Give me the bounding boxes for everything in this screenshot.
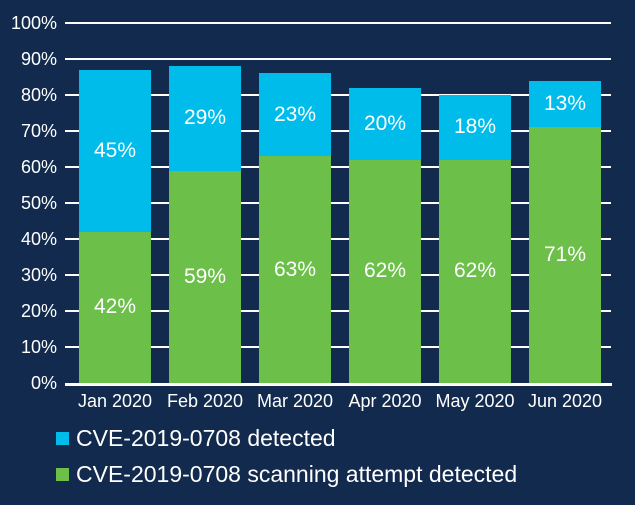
bar-segment: 23% <box>259 73 331 157</box>
bar-segment: 45% <box>79 69 151 232</box>
bar-value-label: 29% <box>183 106 227 130</box>
gridline-30 <box>65 274 611 276</box>
bar-segment: 42% <box>79 231 151 383</box>
y-tick-label: 80% <box>20 85 57 105</box>
gridline-40 <box>65 238 611 240</box>
bar-jun-2020: 13% 71% <box>529 80 601 383</box>
bar-value-label: 63% <box>273 257 317 281</box>
bar-may-2020: 18% 62% <box>439 95 511 383</box>
bar-segment: 29% <box>169 66 241 171</box>
gridline-60 <box>65 166 611 168</box>
bar-jan-2020: 45% 42% <box>79 69 151 383</box>
gridline-10 <box>65 346 611 348</box>
x-axis-label: Apr 2020 <box>348 391 422 411</box>
bar-value-label: 20% <box>363 111 407 135</box>
y-tick-label: 60% <box>20 157 57 177</box>
legend-item: CVE-2019-0708 detected <box>56 420 517 456</box>
legend-label: CVE-2019-0708 scanning attempt detected <box>76 460 518 487</box>
y-tick-label: 90% <box>20 49 57 69</box>
y-tick-label: 100% <box>10 13 57 33</box>
bar-segment: 63% <box>259 156 331 383</box>
legend-label: CVE-2019-0708 detected <box>76 424 336 451</box>
x-axis-label: Mar 2020 <box>256 391 334 411</box>
bar-segment: 59% <box>169 170 241 383</box>
bar-segment: 18% <box>439 95 511 160</box>
x-axis-line <box>65 383 612 386</box>
bar-segment: 62% <box>439 159 511 383</box>
legend-swatch <box>56 431 69 445</box>
bar-segment: 20% <box>349 87 421 160</box>
gridline-20 <box>65 310 611 312</box>
bar-value-label: 62% <box>453 259 497 283</box>
y-tick-label: 0% <box>30 373 57 393</box>
x-axis-label: Jan 2020 <box>77 391 153 411</box>
gridline-100 <box>65 22 611 24</box>
bar-value-label: 45% <box>93 138 137 162</box>
legend-item: CVE-2019-0708 scanning attempt detected <box>56 456 517 492</box>
gridline-50 <box>65 202 611 204</box>
x-axis-label: Jun 2020 <box>527 391 603 411</box>
plot-area: 0% 10% 20% 30% 40% 50% 60% 70% 80% 90% 100% 45% 42% J… <box>11 13 612 411</box>
bar-value-label: 13% <box>543 92 587 115</box>
bar-value-label: 62% <box>363 259 407 283</box>
x-axis-label: May 2020 <box>435 391 515 411</box>
gridline-80 <box>65 94 611 96</box>
legend: CVE-2019-0708 detected CVE-2019-0708 scan… <box>56 420 517 492</box>
bar-value-label: 71% <box>543 243 587 267</box>
bar-value-label: 59% <box>183 264 227 288</box>
y-tick-label: 10% <box>20 337 57 357</box>
bar-value-label: 18% <box>453 115 497 139</box>
y-tick-label: 70% <box>20 121 57 141</box>
bar-segment: 13% <box>529 80 601 128</box>
bar-value-label: 23% <box>273 102 317 126</box>
bar-apr-2020: 20% 62% <box>349 87 421 383</box>
gridline-90 <box>65 58 611 60</box>
gridline-70 <box>65 130 611 132</box>
y-tick-label: 40% <box>20 229 57 249</box>
bar-value-label: 42% <box>93 295 137 319</box>
legend-swatch <box>56 467 69 481</box>
bar-mar-2020: 23% 63% <box>259 73 331 383</box>
x-axis-label: Feb 2020 <box>166 391 244 411</box>
y-tick-label: 30% <box>20 265 57 285</box>
y-tick-label: 20% <box>20 301 57 321</box>
bar-feb-2020: 29% 59% <box>169 66 241 383</box>
bar-segment: 71% <box>529 127 601 383</box>
y-tick-label: 50% <box>20 193 57 213</box>
bar-segment: 62% <box>349 159 421 383</box>
